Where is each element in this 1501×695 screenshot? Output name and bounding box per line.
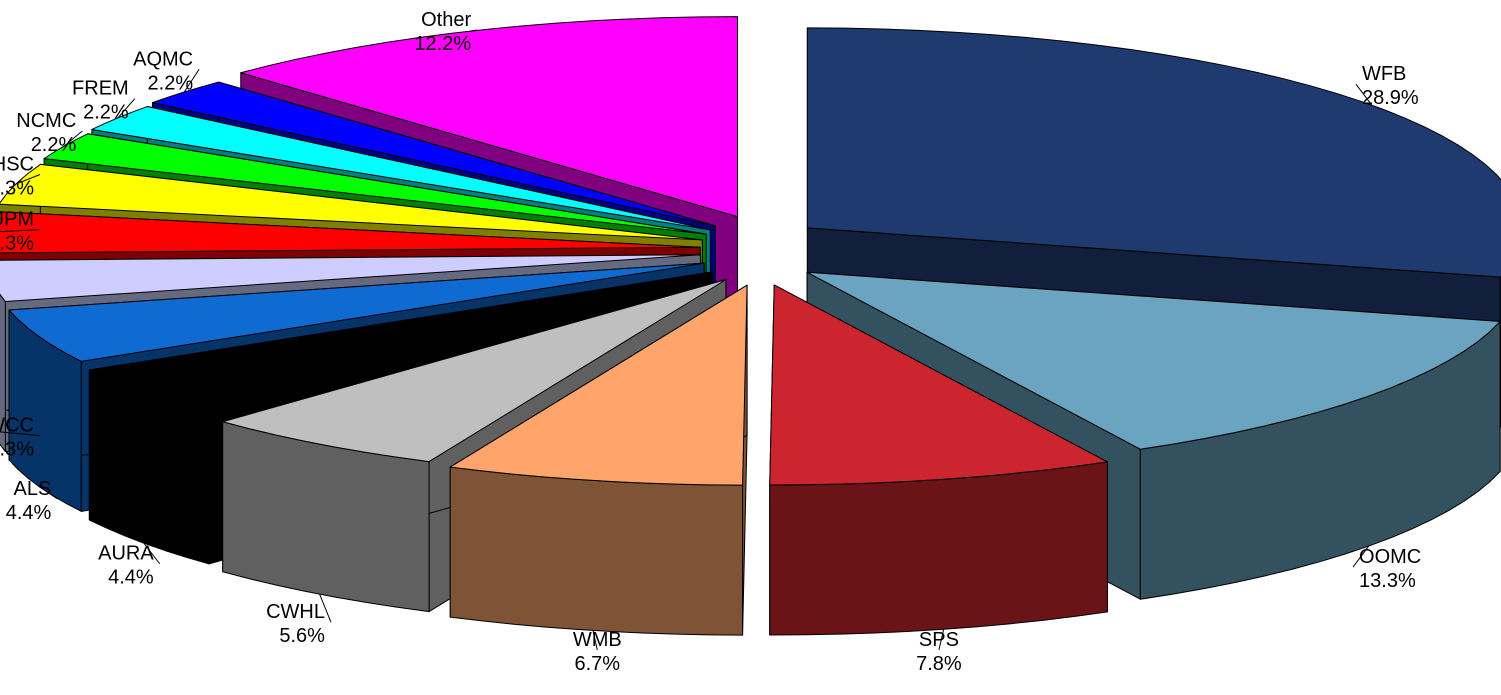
slice-name-ncmc: NCMC [16,110,76,132]
slice-value-aura: 4.4% [108,567,154,589]
slice-value-wmb: 6.7% [575,653,621,675]
slice-value-frem: 2.2% [83,102,129,124]
leader-cwhl [319,594,332,623]
leader-oomc [1352,545,1370,568]
leader-hsc [15,174,41,185]
slice-value-ncmc: 2.2% [31,134,77,156]
slice-name-aqmc: AQMC [133,48,193,70]
slice-name-wmb: WMB [573,629,622,651]
slice-rim-wcc-0 [0,293,6,453]
slice-name-oomc: OOMC [1359,546,1421,568]
slice-top-ncmc [43,133,707,235]
slice-value-wcc: 3.3% [0,439,34,461]
leader-aqmc [183,68,200,93]
slice-name-other: Other [421,9,471,31]
slice-wmb [449,284,748,636]
slice-top-cwhl [222,279,727,463]
slice-top-sps [769,284,1108,486]
slice-name-hsc: HSC [0,154,34,176]
slice-name-sps: SPS [919,629,959,651]
leader-jpm [0,229,41,233]
slice-name-cwhl: CWHL [266,601,325,623]
leader-ncmc [64,130,83,147]
slice-name-wcc: WCC [0,415,34,437]
slice-value-other: 12.2% [414,33,471,55]
slice-top-wmb [449,284,748,486]
pie-slices [0,16,1501,636]
slice-value-jpm: 3.3% [0,233,34,255]
slice-name-jpm: JPM [0,209,34,231]
slice-value-oomc: 13.3% [1359,570,1416,592]
slice-top-hsc [0,163,703,241]
slice-value-cwhl: 5.6% [279,625,325,647]
slice-top-aqmc [151,81,716,227]
slice-value-aqmc: 2.2% [148,72,194,94]
slice-value-wfb: 28.9% [1362,87,1419,109]
slice-top-aura [88,271,713,415]
leader-wmb [592,630,598,651]
leader-wcc [0,431,41,437]
leader-als [38,485,58,500]
leader-lines [0,29,1373,651]
slice-top-oomc [806,271,1501,450]
slice-top-jpm [0,211,701,254]
slice-value-sps: 7.8% [916,653,962,675]
slice-top-wcc [0,254,702,303]
leader-aura [143,542,161,565]
slice-value-hsc: 3.3% [0,178,34,200]
slice-name-frem: FREM [72,78,129,100]
slice-top-frem [91,106,711,231]
slice-value-als: 4.4% [6,502,52,524]
slice-name-aura: AURA [98,543,154,565]
leader-sps [938,629,945,651]
leader-wfb [1355,83,1373,106]
leader-other [469,29,478,32]
slice-name-wfb: WFB [1362,63,1406,85]
leader-frem [117,98,136,119]
slice-rim-sps-0 [769,461,1108,636]
slice-top-als [8,262,705,362]
slice-sps [769,284,1108,636]
slice-name-als: ALS [14,478,52,500]
slice-rim-wmb-0 [449,466,744,636]
